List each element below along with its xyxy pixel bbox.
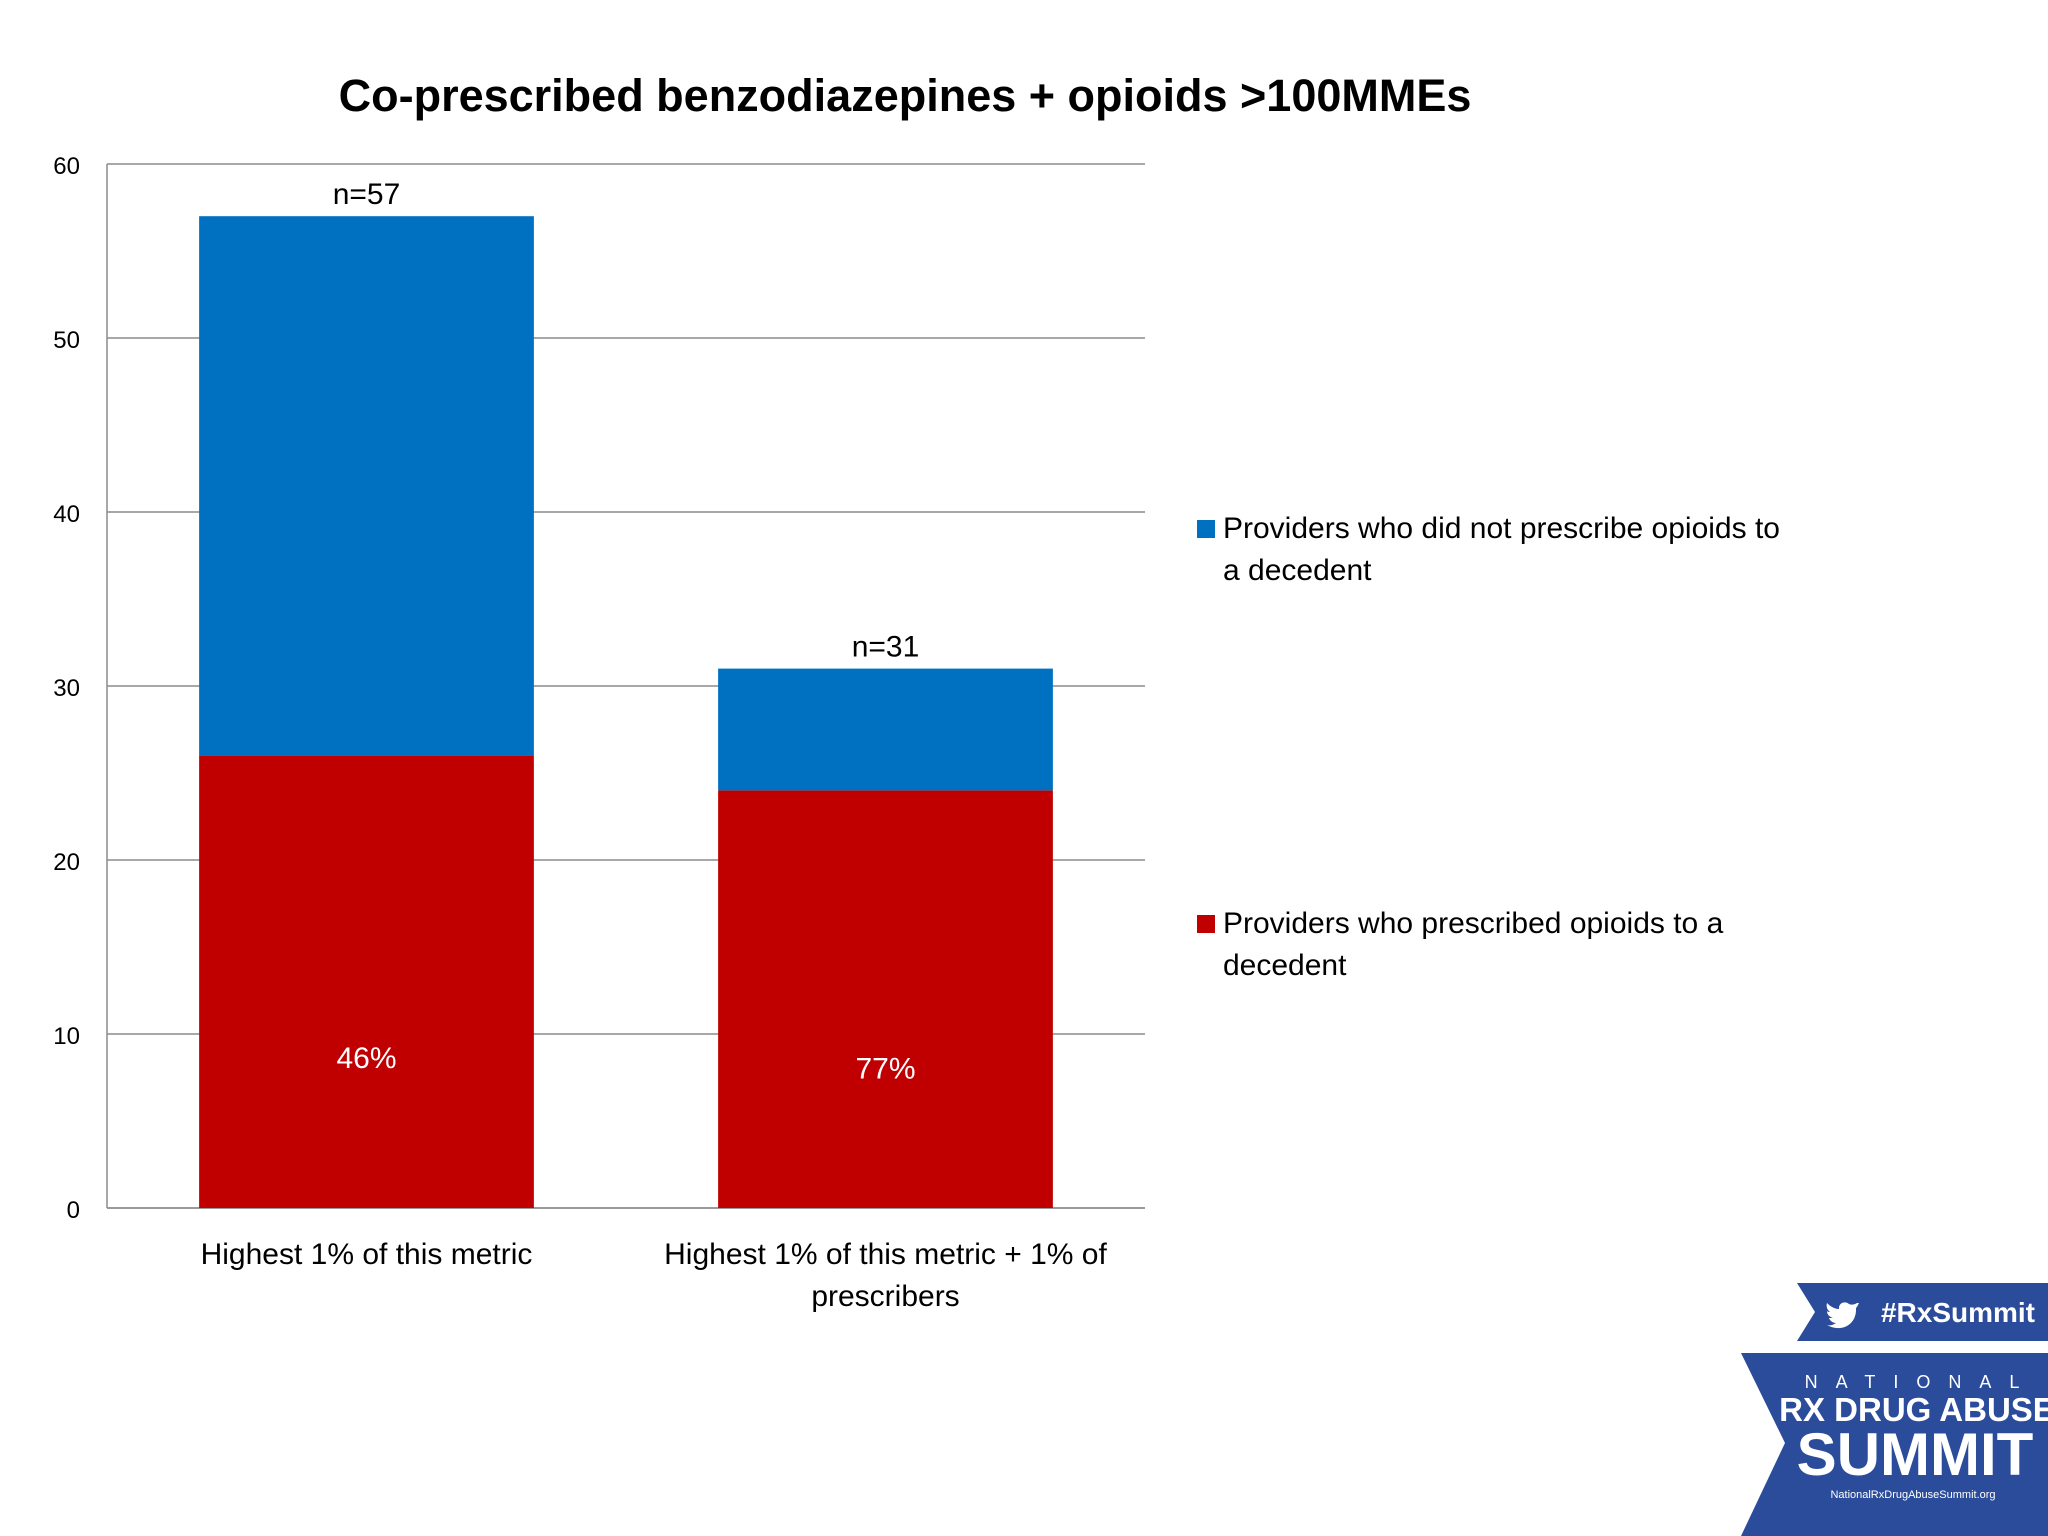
y-tick-label: 20: [53, 849, 80, 876]
y-tick-label: 40: [53, 501, 80, 528]
bar-segment-prescribed: [199, 755, 534, 1208]
logo-hashtag-banner: [1797, 1283, 2048, 1341]
logo-url: NationalRxDrugAbuseSummit.org: [1830, 1489, 1995, 1501]
legend-swatch-blue: [1197, 520, 1215, 538]
y-tick-label: 50: [53, 327, 80, 354]
chart-title: Co-prescribed benzodiazepines + opioids …: [338, 70, 1472, 121]
y-tick-label: 30: [53, 675, 80, 702]
logo-hashtag: #RxSummit: [1881, 1297, 2035, 1328]
logo-line1: NATIONAL: [1805, 1372, 2038, 1392]
legend-swatch-red: [1197, 915, 1215, 933]
twitter-icon: [1826, 1302, 1859, 1329]
x-tick-label: Highest 1% of this metric: [201, 1238, 533, 1271]
bar-segment-not-prescribed: [199, 216, 534, 756]
y-tick-label: 0: [67, 1197, 80, 1224]
total-label: n=57: [333, 178, 401, 211]
logo-main-banner: [1741, 1353, 2048, 1536]
data-label-percent: 77%: [855, 1053, 915, 1086]
legend-item-not-prescribed: Providers who did not prescribe opioids …: [1197, 508, 1797, 592]
rx-summit-logo: #RxSummit NATIONAL RX DRUG ABUSE SUMMIT …: [1741, 1283, 2048, 1536]
logo-line2: RX DRUG ABUSE: [1779, 1391, 2048, 1428]
legend-label-prescribed: Providers who prescribed opioids to a de…: [1223, 907, 1724, 982]
legend-item-prescribed: Providers who prescribed opioids to a de…: [1197, 903, 1797, 987]
legend-label-not-prescribed: Providers who did not prescribe opioids …: [1223, 512, 1780, 587]
y-tick-label: 10: [53, 1023, 80, 1050]
bar-segment-prescribed: [718, 790, 1053, 1208]
x-tick-label: Highest 1% of this metric + 1% of prescri…: [664, 1238, 1107, 1313]
logo-line3: SUMMIT: [1797, 1421, 2034, 1488]
total-label: n=31: [852, 631, 920, 664]
data-label-percent: 46%: [336, 1042, 396, 1075]
y-tick-label: 60: [53, 153, 80, 180]
bar-segment-not-prescribed: [718, 668, 1053, 791]
